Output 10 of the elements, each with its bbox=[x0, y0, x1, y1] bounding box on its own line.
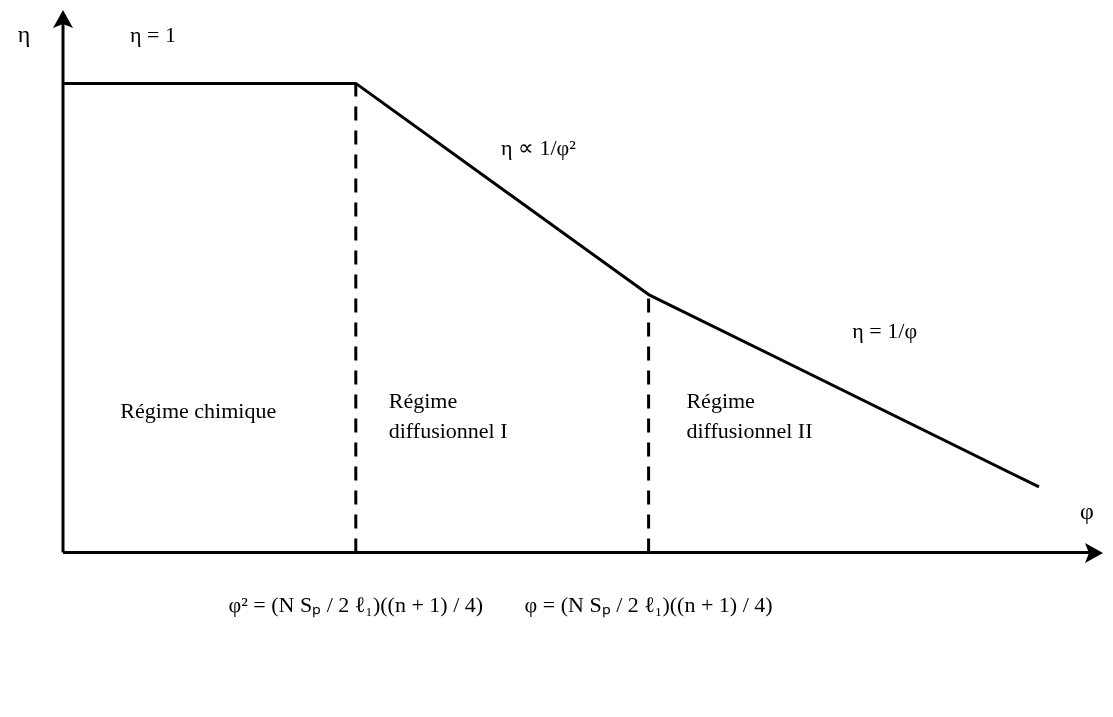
annotation: η ∝ 1/φ² bbox=[501, 134, 577, 160]
y-axis-title: η bbox=[17, 21, 31, 48]
annotation: Régime chimique bbox=[120, 397, 277, 423]
x-tick-label: φ = (N Sₚ / 2 ℓ₁)((n + 1) / 4) bbox=[524, 591, 773, 618]
annotation: Régime diffusionnel I bbox=[388, 388, 508, 444]
annotation: η = 1/φ bbox=[852, 317, 918, 343]
x-tick-label: φ² = (N Sₚ / 2 ℓ₁)((n + 1) / 4) bbox=[228, 591, 484, 618]
annotation: Régime diffusionnel II bbox=[686, 388, 813, 444]
text: η = 1 bbox=[130, 22, 177, 48]
x-axis-title: φ bbox=[1080, 497, 1094, 524]
